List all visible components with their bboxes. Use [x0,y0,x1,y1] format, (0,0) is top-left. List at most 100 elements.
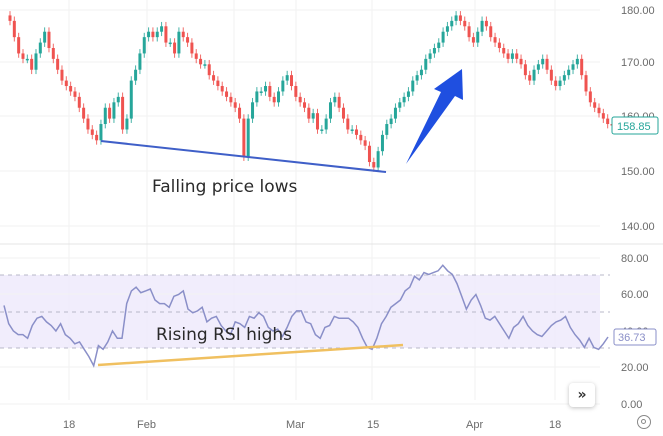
time-axis[interactable]: 18 Feb Mar 15 Apr 18 [63,419,561,431]
price-tick-140: 140.00 [621,221,655,233]
chart-settings-icon[interactable] [637,415,651,429]
candle [17,37,21,54]
candle [398,102,402,108]
candle [606,118,610,125]
candle [502,48,506,54]
price-grid [0,9,600,227]
candle [73,91,77,97]
rsi-tick-80: 80.00 [621,253,649,265]
candle [173,42,177,54]
candle [571,64,575,70]
candle [56,58,60,70]
candle [108,107,112,119]
candle [194,53,198,59]
candle [372,162,376,168]
candle [268,86,272,97]
candle [476,31,480,43]
candle [385,124,389,135]
candle [125,118,129,130]
candle [216,80,220,87]
candle [238,107,242,119]
candle [155,31,159,38]
last-price-value: 158.85 [617,121,651,133]
candle [134,69,138,81]
candle [367,145,371,163]
candle [303,102,307,108]
price-tick-170: 170.00 [621,57,655,69]
time-tick-apr: Apr [466,419,483,431]
candle [264,86,268,92]
candle [147,31,151,38]
candle [324,118,328,130]
rsi-rising-highs-trendline [97,343,404,367]
candle [129,80,133,119]
candle [415,75,419,81]
candle [281,80,285,92]
candle [285,75,289,81]
candle [454,15,458,21]
candle [225,91,229,97]
candle [30,58,34,70]
rsi-tick-20: 20.00 [621,362,649,374]
candle [519,58,523,65]
candle [467,26,471,38]
candle [142,37,146,54]
candle [376,151,380,168]
candle [575,58,579,65]
candle [207,64,211,76]
candle [116,96,120,103]
candle [320,129,324,131]
candle [549,69,553,81]
candle [86,118,90,130]
scroll-to-realtime-button[interactable]: » [569,383,595,407]
candle [389,118,393,125]
candle [450,20,454,27]
candle [406,91,410,97]
candle [588,91,592,103]
candle [337,96,341,108]
candle [69,86,73,92]
candle [346,118,350,130]
candle [315,113,319,130]
candle [242,118,246,157]
candle [186,37,190,43]
candle [220,86,224,92]
last-rsi-label: 36.73 [613,328,657,346]
candle [77,96,81,108]
candle [380,134,384,152]
candle [419,69,423,76]
candle [25,58,29,61]
candle [177,31,181,54]
candle [402,96,406,103]
candle [294,86,298,97]
candle [558,80,562,87]
candle [458,15,462,21]
candle [580,58,584,76]
candle [437,42,441,49]
candle [432,48,436,54]
candle [99,124,103,141]
candle [350,129,354,131]
candle [60,69,64,81]
candle [584,75,588,92]
candle [311,113,315,119]
candle [103,107,107,125]
candle [138,53,142,70]
candle [51,48,55,59]
annotation-rising-rsi-highs: Rising RSI highs [156,325,292,345]
candle [168,42,172,45]
candle [489,26,493,38]
candle [95,134,99,141]
candle [545,58,549,70]
candle [290,75,294,87]
candle [441,31,445,43]
candle [528,75,532,81]
candle [229,96,233,103]
time-tick-mar: Mar [286,419,305,431]
price-tick-150: 150.00 [621,166,655,178]
candle [506,53,510,59]
candle [255,91,259,103]
time-tick-15: 15 [367,419,379,431]
candle [480,20,484,32]
